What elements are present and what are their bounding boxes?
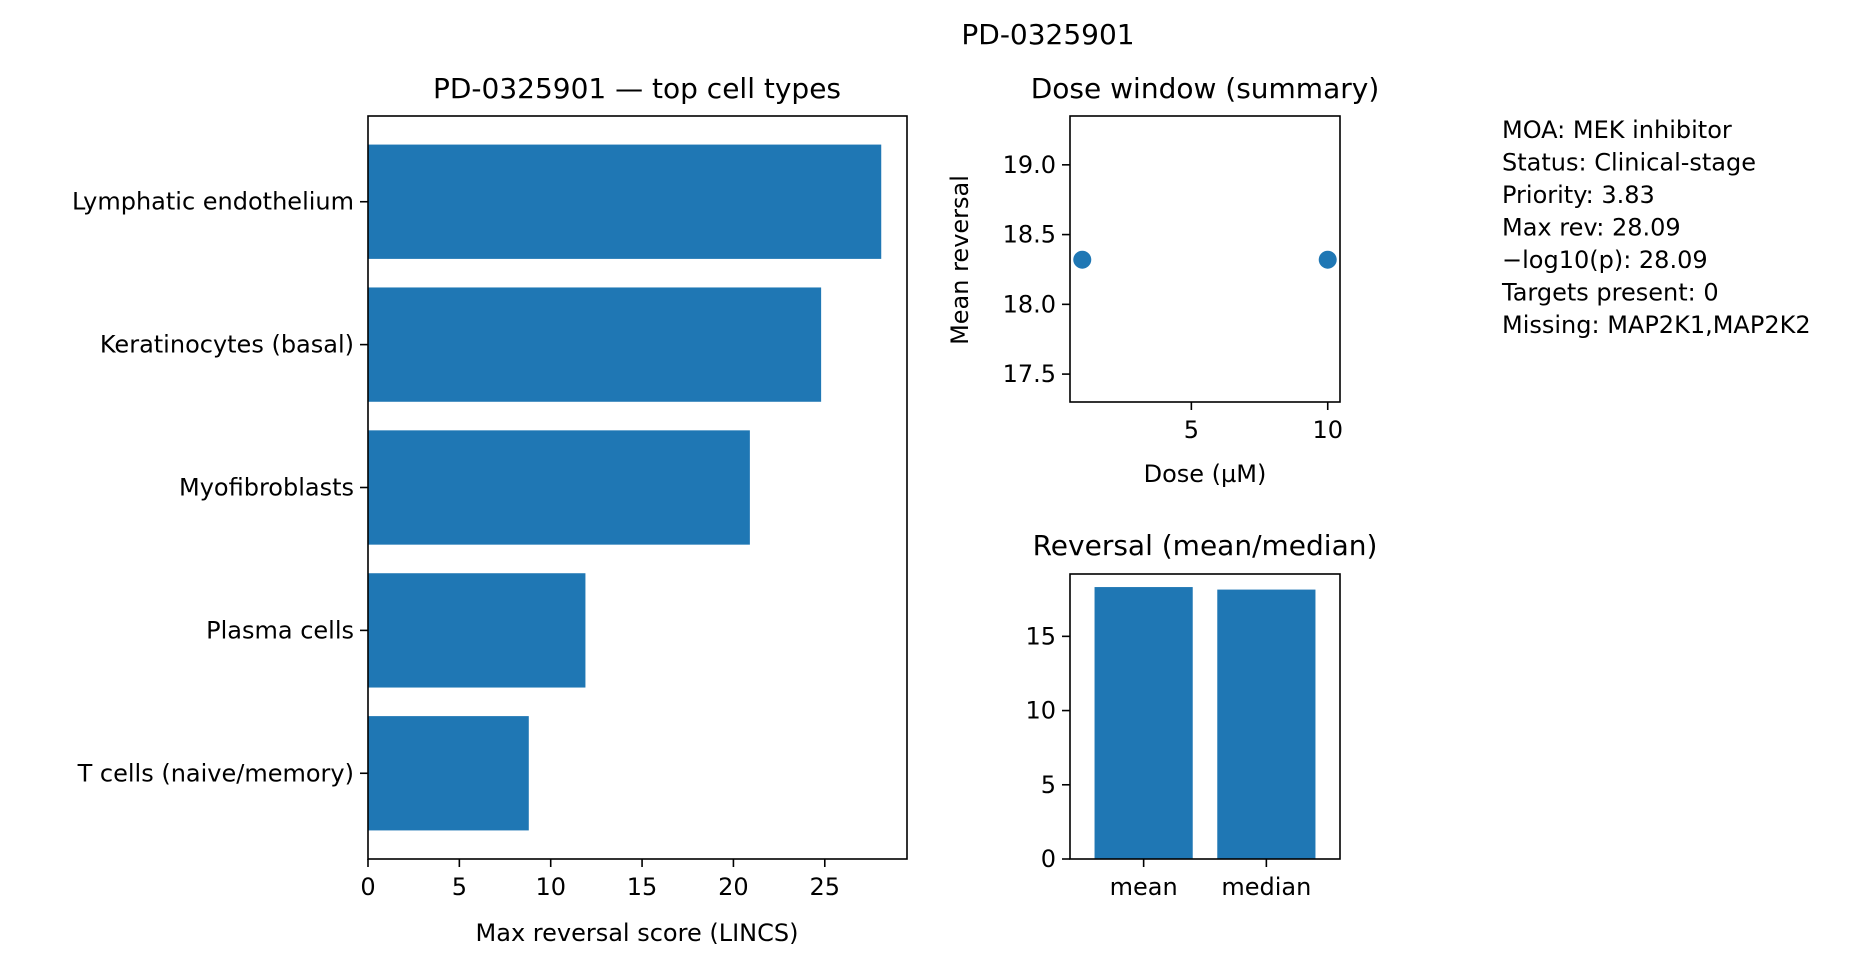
dose-window-xtick-label: 5	[1184, 416, 1199, 444]
reversal-summary-ytick-label: 10	[1025, 697, 1056, 725]
dose-window-xlabel: Dose (µM)	[1144, 460, 1267, 488]
dose-window-point	[1073, 250, 1092, 269]
top-cell-types-bar	[368, 716, 529, 831]
figure-suptitle: PD-0325901	[961, 18, 1134, 51]
reversal-summary-frame	[1069, 573, 1341, 860]
top-cell-types-marks: Lymphatic endothelium Keratinocytes (basa…	[72, 144, 882, 901]
top-cell-types-bar	[368, 144, 882, 259]
reversal-summary-xtick-label: median	[1221, 873, 1311, 901]
top-cell-types-xtick-label: 25	[810, 873, 841, 901]
top-cell-types-ytick-label: Plasma cells	[206, 616, 354, 644]
top-cell-types-chart: PD-0325901 — top cell types Max reversal…	[72, 72, 908, 947]
reversal-summary-ytick-label: 15	[1025, 622, 1056, 650]
reversal-summary-ytick-label: 0	[1041, 845, 1056, 873]
dose-window-ytick-label: 18.5	[1003, 221, 1056, 249]
top-cell-types-title: PD-0325901 — top cell types	[433, 72, 841, 105]
dose-window-ylabel: Mean reversal	[946, 175, 974, 345]
top-cell-types-xtick-label: 20	[718, 873, 749, 901]
info-line: −log10(p): 28.09	[1502, 246, 1708, 274]
dose-window-point	[1318, 250, 1337, 269]
info-panel: MOA: MEK inhibitor Status: Clinical-stage…	[1501, 116, 1811, 339]
dose-window-frame	[1069, 115, 1341, 403]
top-cell-types-ytick-label: Myofibroblasts	[179, 474, 354, 502]
top-cell-types-frame	[367, 115, 908, 860]
reversal-summary-bar	[1094, 587, 1193, 859]
reversal-summary-bar	[1217, 589, 1316, 859]
top-cell-types-xlabel: Max reversal score (LINCS)	[476, 919, 799, 947]
top-cell-types-bar	[368, 430, 750, 545]
info-line: MOA: MEK inhibitor	[1502, 116, 1732, 144]
dose-window-ytick-label: 17.5	[1003, 360, 1056, 388]
dose-window-title: Dose window (summary)	[1031, 72, 1380, 105]
reversal-summary-title: Reversal (mean/median)	[1033, 529, 1378, 562]
top-cell-types-xtick-label: 5	[452, 873, 467, 901]
top-cell-types-bar	[368, 287, 822, 402]
info-line: Priority: 3.83	[1502, 181, 1655, 209]
info-line: Status: Clinical-stage	[1502, 149, 1756, 177]
top-cell-types-xtick-label: 15	[627, 873, 658, 901]
top-cell-types-ytick-label: Keratinocytes (basal)	[100, 331, 354, 359]
info-line: Targets present: 0	[1501, 279, 1719, 307]
top-cell-types-bar	[368, 573, 586, 688]
dose-window-ytick-label: 18.0	[1003, 290, 1056, 318]
reversal-summary-chart: Reversal (mean/median) mean median 0 5 10 15	[1025, 529, 1377, 901]
reversal-summary-ytick-label: 5	[1041, 771, 1056, 799]
top-cell-types-ytick-label: T cells (naive/memory)	[77, 759, 354, 787]
dose-window-marks: 5 10 17.5 18.0 18.5 19.0	[1003, 151, 1343, 444]
top-cell-types-xtick-label: 0	[360, 873, 375, 901]
top-cell-types-ytick-label: Lymphatic endothelium	[72, 188, 354, 216]
info-line: Max rev: 28.09	[1502, 214, 1681, 242]
info-line: Missing: MAP2K1,MAP2K2	[1502, 311, 1811, 339]
reversal-summary-xtick-label: mean	[1110, 873, 1178, 901]
reversal-summary-marks: mean median 0 5 10 15	[1025, 587, 1316, 901]
dose-window-ytick-label: 19.0	[1003, 151, 1056, 179]
dose-window-xtick-label: 10	[1312, 416, 1343, 444]
top-cell-types-xtick-label: 10	[535, 873, 566, 901]
dose-window-chart: Dose window (summary) Dose (µM) Mean rev…	[946, 72, 1379, 488]
